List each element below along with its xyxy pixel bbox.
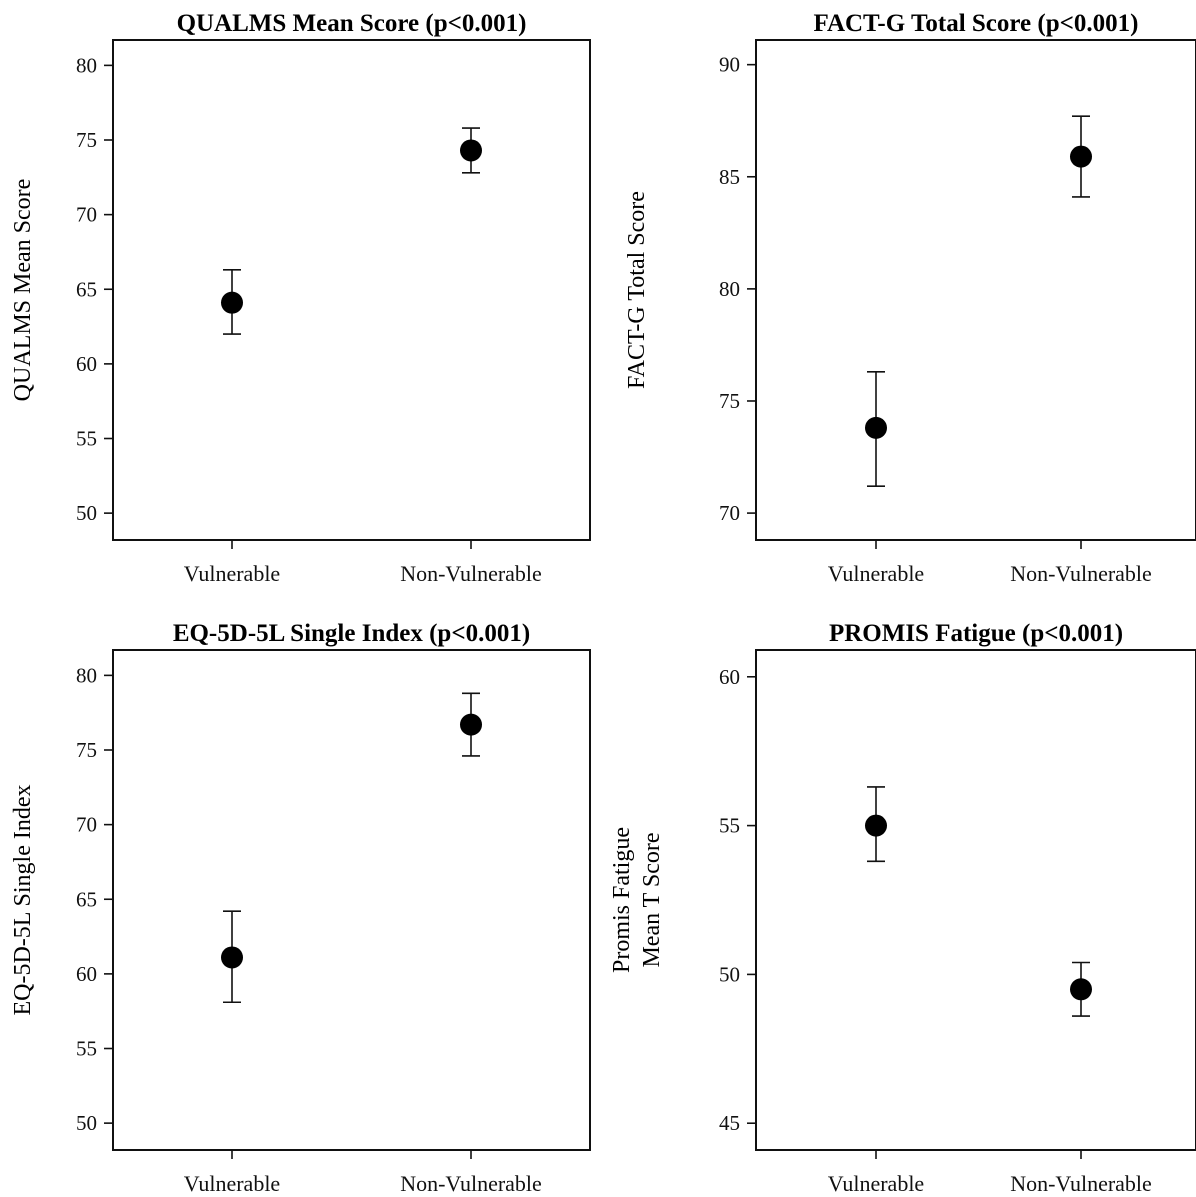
y-tick-label: 65	[76, 887, 97, 911]
y-tick-label: 80	[719, 277, 740, 301]
plot-frame	[755, 39, 1196, 541]
y-axis-label: FACT-G Total Score	[624, 191, 650, 389]
x-tick-label: Non-Vulnerable	[400, 561, 542, 586]
plot-frame	[112, 39, 591, 541]
x-tick-label: Non-Vulnerable	[1010, 1171, 1152, 1196]
x-tick-label: Vulnerable	[828, 1171, 924, 1196]
data-point	[460, 713, 482, 736]
plot-frame	[755, 649, 1196, 1151]
chart-panel-3: EQ-5D-5L Single Index (p<0.001) EQ-5D-5L …	[10, 620, 591, 1196]
y-tick-label: 50	[76, 1111, 97, 1135]
x-tick-label: Non-Vulnerable	[400, 1171, 542, 1196]
data-point	[221, 291, 243, 314]
y-tick-label: 85	[719, 165, 740, 189]
chart-panel-4: PROMIS Fatigue (p<0.001) Promis Fatigue Me…	[609, 620, 1196, 1196]
y-tick-label: 65	[76, 277, 97, 301]
y-axis-label: EQ-5D-5L Single Index	[10, 784, 36, 1015]
y-tick-label: 55	[76, 427, 97, 451]
y-tick-label: 75	[719, 389, 740, 413]
chart-title: PROMIS Fatigue (p<0.001)	[829, 620, 1123, 647]
data-point	[1070, 978, 1092, 1001]
y-tick-label: 90	[719, 53, 740, 77]
data-point	[1070, 145, 1092, 168]
chart-panel-2: FACT-G Total Score (p<0.001) FACT-G Total…	[624, 10, 1196, 586]
chart-title: QUALMS Mean Score (p<0.001)	[177, 10, 527, 37]
y-tick-label: 75	[76, 738, 97, 762]
x-tick-label: Vulnerable	[184, 1171, 280, 1196]
y-axis-label: Mean T Score	[639, 832, 665, 967]
data-point	[865, 814, 887, 837]
y-tick-label: 70	[719, 501, 740, 525]
y-tick-label: 70	[76, 203, 97, 227]
y-tick-label: 70	[76, 813, 97, 837]
chart-title: EQ-5D-5L Single Index (p<0.001)	[173, 620, 530, 647]
plot-frame	[112, 649, 591, 1151]
y-tick-label: 80	[76, 663, 97, 687]
y-axis-label: QUALMS Mean Score	[10, 179, 36, 402]
x-tick-label: Vulnerable	[828, 561, 924, 586]
data-point	[460, 139, 482, 162]
y-tick-label: 55	[719, 814, 740, 838]
chart-panel-1: QUALMS Mean Score (p<0.001) QUALMS Mean S…	[10, 10, 591, 586]
y-tick-label: 60	[719, 665, 740, 689]
y-tick-label: 50	[76, 501, 97, 525]
y-tick-label: 80	[76, 53, 97, 77]
y-axis-label: Promis Fatigue	[609, 827, 635, 973]
y-tick-label: 60	[76, 352, 97, 376]
y-tick-label: 50	[719, 962, 740, 986]
y-tick-label: 75	[76, 128, 97, 152]
data-point	[221, 946, 243, 969]
y-tick-label: 60	[76, 962, 97, 986]
y-tick-label: 45	[719, 1111, 740, 1135]
x-tick-label: Non-Vulnerable	[1010, 561, 1152, 586]
y-tick-label: 55	[76, 1037, 97, 1061]
x-tick-label: Vulnerable	[184, 561, 280, 586]
data-point	[865, 416, 887, 439]
chart-title: FACT-G Total Score (p<0.001)	[814, 10, 1139, 37]
